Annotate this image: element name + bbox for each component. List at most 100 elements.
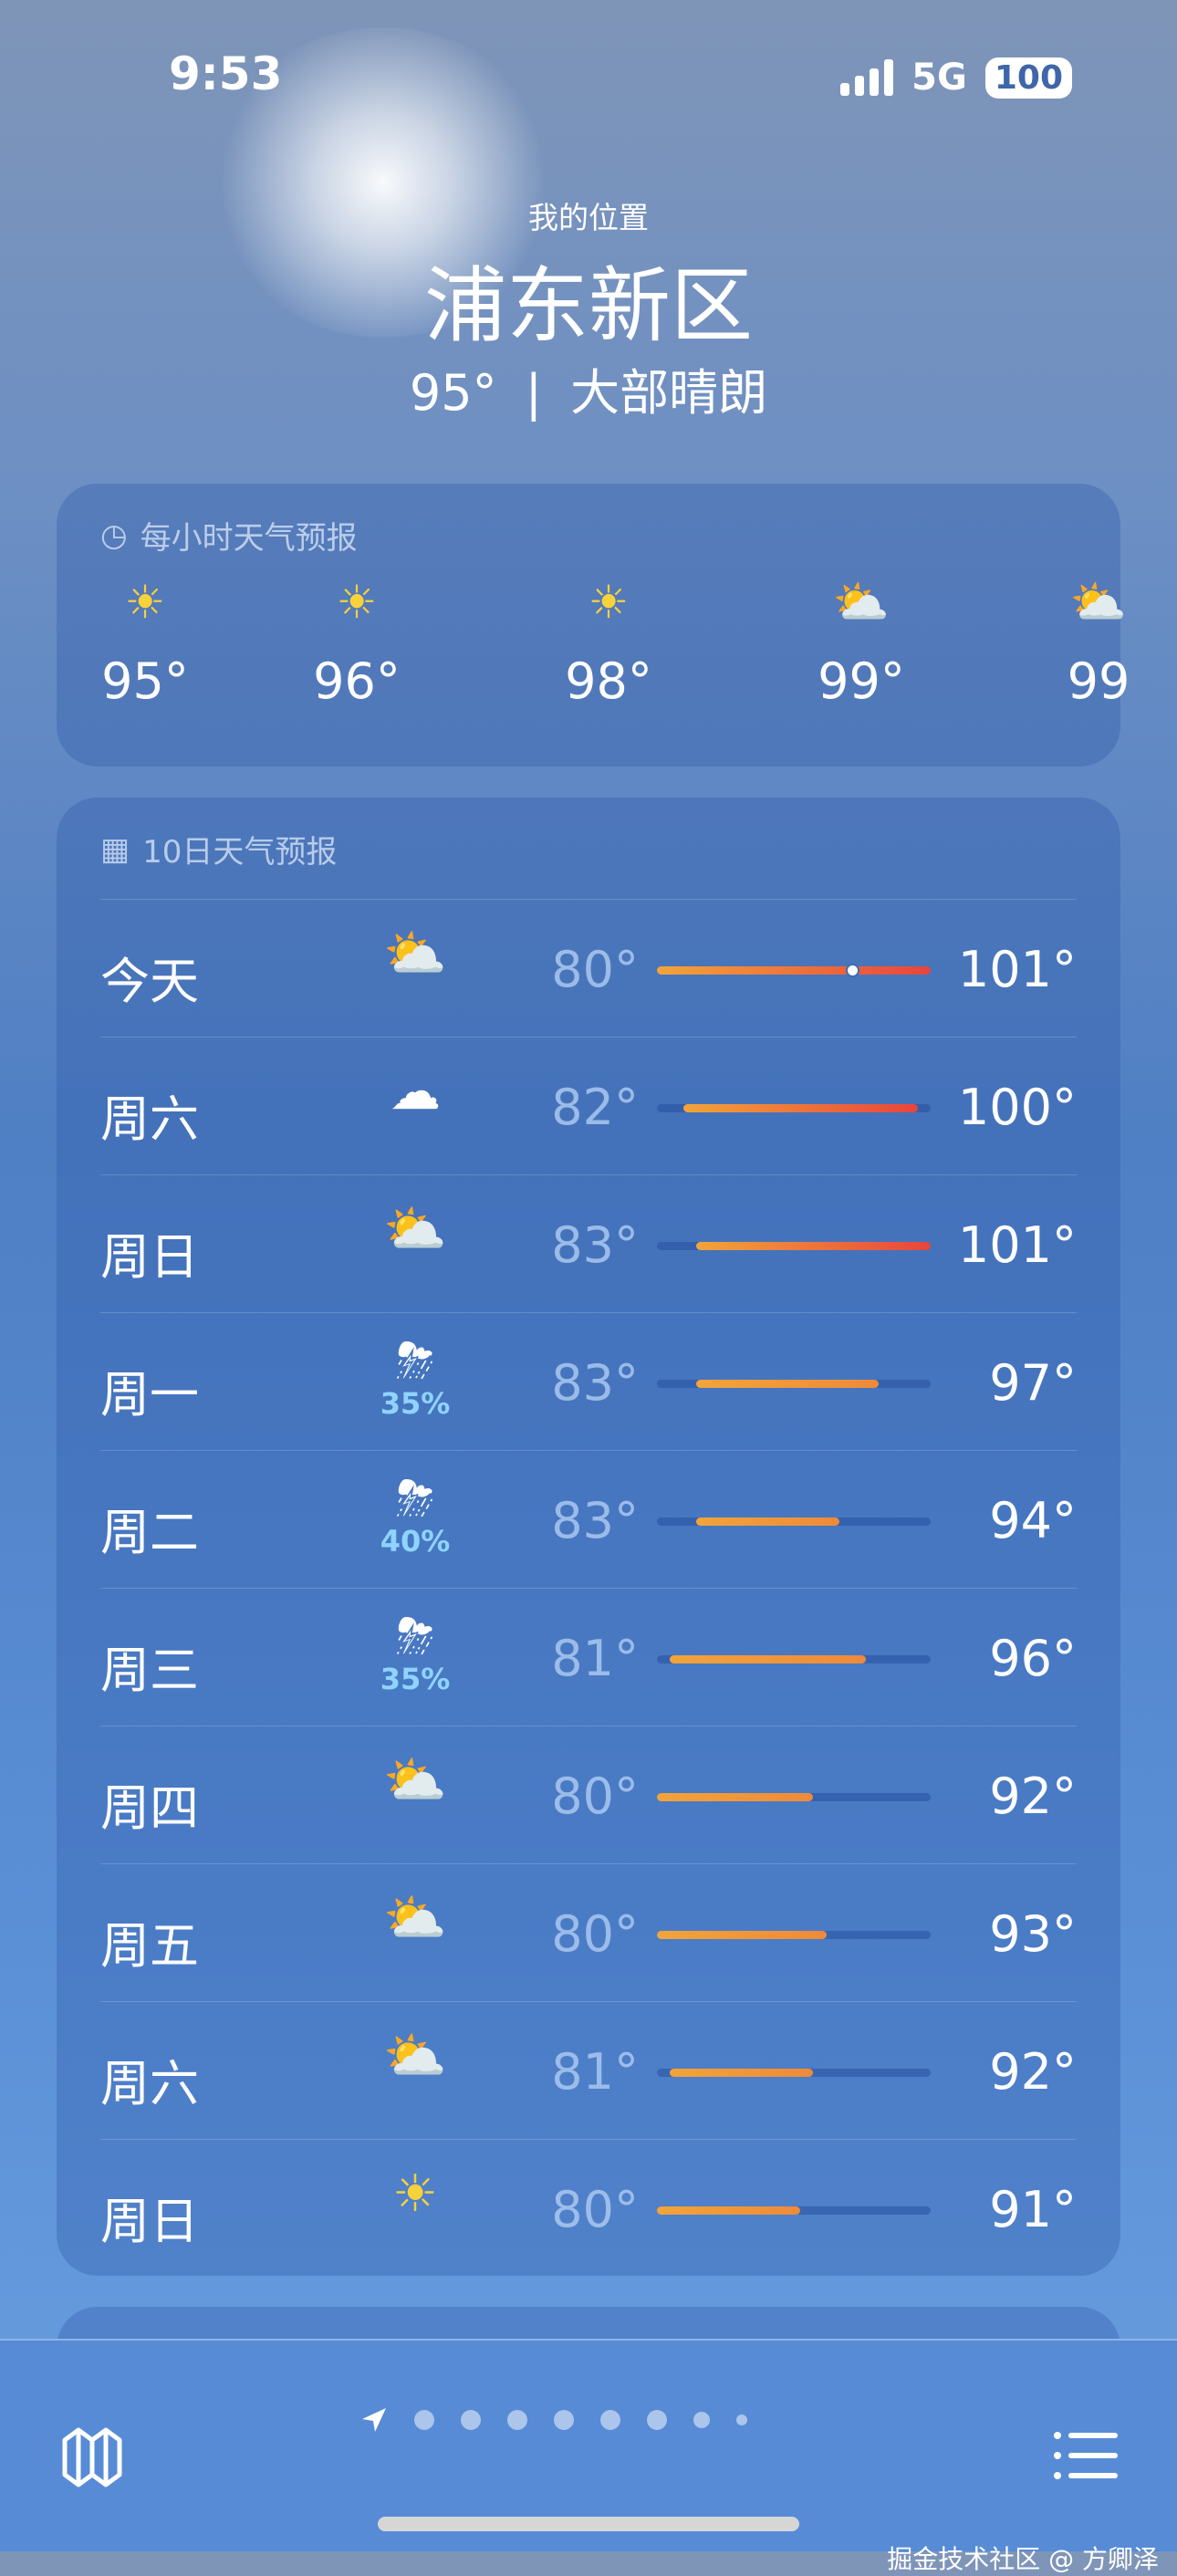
temp-range-bar [682, 1104, 918, 1112]
location-subtitle: 我的位置 [528, 200, 649, 235]
clock-icon: ◷ [100, 516, 128, 554]
home-indicator[interactable] [378, 2517, 799, 2531]
low-temp: 80° [551, 1768, 639, 1825]
thunderstorm-icon: ⛈ [396, 1472, 434, 1527]
hourly-item: ⛅ 99° [779, 570, 943, 710]
partly-cloudy-icon: ⛅ [383, 2027, 447, 2086]
signal-icon [840, 59, 894, 96]
precip-chance: 35% [380, 1662, 451, 1696]
temp-range-track [657, 1931, 931, 1939]
hourly-forecast-card[interactable]: ◷ 每小时天气预报 ☀ 95° ☀ 96° ☀ 98° ⛅ 99° ⛅ 99 [57, 484, 1130, 767]
low-temp: 80° [551, 1905, 639, 1963]
page-dot[interactable] [693, 2412, 710, 2428]
current-summary: 95° | 大部晴朗 [0, 352, 1177, 424]
temp-range-bar [657, 1931, 827, 1939]
hourly-temp: 95° [101, 652, 189, 710]
sun-icon: ☀ [124, 576, 166, 629]
page-dot[interactable] [461, 2410, 481, 2430]
high-temp: 96° [989, 1630, 1077, 1687]
list-icon[interactable] [1054, 2430, 1118, 2481]
partly-cloudy-icon: ⛅ [383, 1751, 447, 1810]
high-temp: 101° [957, 1216, 1077, 1274]
daily-title: 10日天气预报 [142, 834, 338, 871]
temp-range-bar [695, 1242, 931, 1250]
hourly-item: ☀ 95° [63, 570, 227, 710]
location-arrow-icon[interactable] [360, 2406, 388, 2434]
daily-row[interactable]: 周五 ⛅ 80° 93° [100, 1863, 1077, 2001]
daily-header: ▦ 10日天气预报 [100, 827, 337, 871]
daily-row[interactable]: 周六 ☁ 82° 100° [100, 1037, 1077, 1174]
current-temp-dot [846, 964, 860, 977]
daily-row[interactable]: 周六 ⛅ 81° 92° [100, 2001, 1077, 2139]
day-label: 周三 [100, 1642, 199, 1699]
weather-icon-cell: ☀ [365, 2158, 465, 2231]
precip-chance: 40% [380, 1524, 451, 1559]
low-temp: 80° [551, 2181, 639, 2238]
temp-range-track [657, 1104, 931, 1112]
daily-row[interactable]: 周日 ⛅ 83° 101° [100, 1174, 1077, 1312]
hourly-item: ☀ 98° [526, 570, 691, 710]
daily-row[interactable]: 今天 ⛅ 80° 101° [100, 899, 1077, 1037]
cloud-icon: ☁ [390, 1062, 441, 1121]
daily-row[interactable]: 周二 ⛈ 40% 83° 94° [100, 1450, 1077, 1588]
high-temp: 97° [989, 1354, 1077, 1412]
weather-icon-cell: ⛈ 40% [365, 1469, 465, 1559]
separator: | [525, 364, 542, 422]
page-dot[interactable] [414, 2410, 434, 2430]
temp-range-track [657, 2206, 931, 2215]
precip-chance: 35% [380, 1386, 451, 1421]
hourly-item: ⛅ 99 [1016, 570, 1177, 710]
low-temp: 81° [551, 2043, 639, 2101]
day-label: 周二 [100, 1504, 199, 1561]
day-label: 周五 [100, 1917, 199, 1975]
low-temp: 83° [551, 1492, 639, 1549]
partly-cloudy-icon: ⛅ [383, 1200, 447, 1259]
page-dot[interactable] [600, 2410, 620, 2430]
page-dot[interactable] [507, 2410, 527, 2430]
current-temp: 95° [409, 364, 497, 422]
map-icon[interactable] [62, 2427, 122, 2487]
temp-range-bar [657, 2206, 801, 2215]
daily-row[interactable]: 周一 ⛈ 35% 83° 97° [100, 1312, 1077, 1450]
hourly-temp: 99° [818, 652, 905, 710]
temp-range-track [657, 1655, 931, 1663]
page-dot[interactable] [647, 2410, 667, 2430]
temp-range-bar [670, 2069, 814, 2077]
temp-range-bar [695, 1517, 839, 1526]
daily-forecast-card[interactable]: ▦ 10日天气预报 今天 ⛅ 80° 101° 周六 ☁ 82° 100° 周日 ⛅ … [57, 798, 1120, 2276]
day-label: 周一 [100, 1366, 199, 1424]
day-label: 周日 [100, 2193, 199, 2250]
thunderstorm-icon: ⛈ [396, 1610, 434, 1664]
weather-icon-cell: ☁ [365, 1056, 465, 1129]
day-label: 周四 [100, 1779, 199, 1837]
temp-range-track [657, 2069, 931, 2077]
high-temp: 91° [989, 2181, 1077, 2238]
low-temp: 83° [551, 1354, 639, 1412]
partly-cloudy-icon: ⛅ [383, 924, 447, 984]
high-temp: 100° [957, 1079, 1077, 1136]
network-label: 5G [911, 57, 967, 99]
status-time: 9:53 [169, 47, 283, 100]
temp-range-track [657, 1380, 931, 1388]
page-dot[interactable] [554, 2410, 574, 2430]
hourly-item: ☀ 96° [275, 570, 439, 710]
bottom-toolbar: 掘金技术社区 @ 方卿泽 [0, 2339, 1177, 2574]
weather-icon-cell: ⛅ [365, 918, 465, 991]
page-indicator[interactable] [360, 2406, 747, 2434]
weather-icon-cell: ⛈ 35% [365, 1607, 465, 1696]
page-dot[interactable] [736, 2414, 747, 2425]
daily-row[interactable]: 周三 ⛈ 35% 81° 96° [100, 1588, 1077, 1726]
low-temp: 81° [551, 1630, 639, 1687]
temp-range-track [657, 1793, 931, 1801]
daily-row[interactable]: 周四 ⛅ 80° 92° [100, 1726, 1077, 1863]
sun-icon: ☀ [588, 576, 630, 629]
temp-range-bar [670, 1655, 866, 1663]
temp-range-track [657, 1242, 931, 1250]
weather-icon-cell: ⛅ [365, 2020, 465, 2093]
low-temp: 80° [551, 941, 639, 998]
temp-range-bar [657, 966, 931, 975]
partly-cloudy-icon: ⛅ [383, 1889, 447, 1948]
weather-icon-cell: ⛅ [365, 1194, 465, 1267]
daily-row[interactable]: 周日 ☀ 80° 91° [100, 2139, 1077, 2277]
temp-range-bar [695, 1380, 879, 1388]
